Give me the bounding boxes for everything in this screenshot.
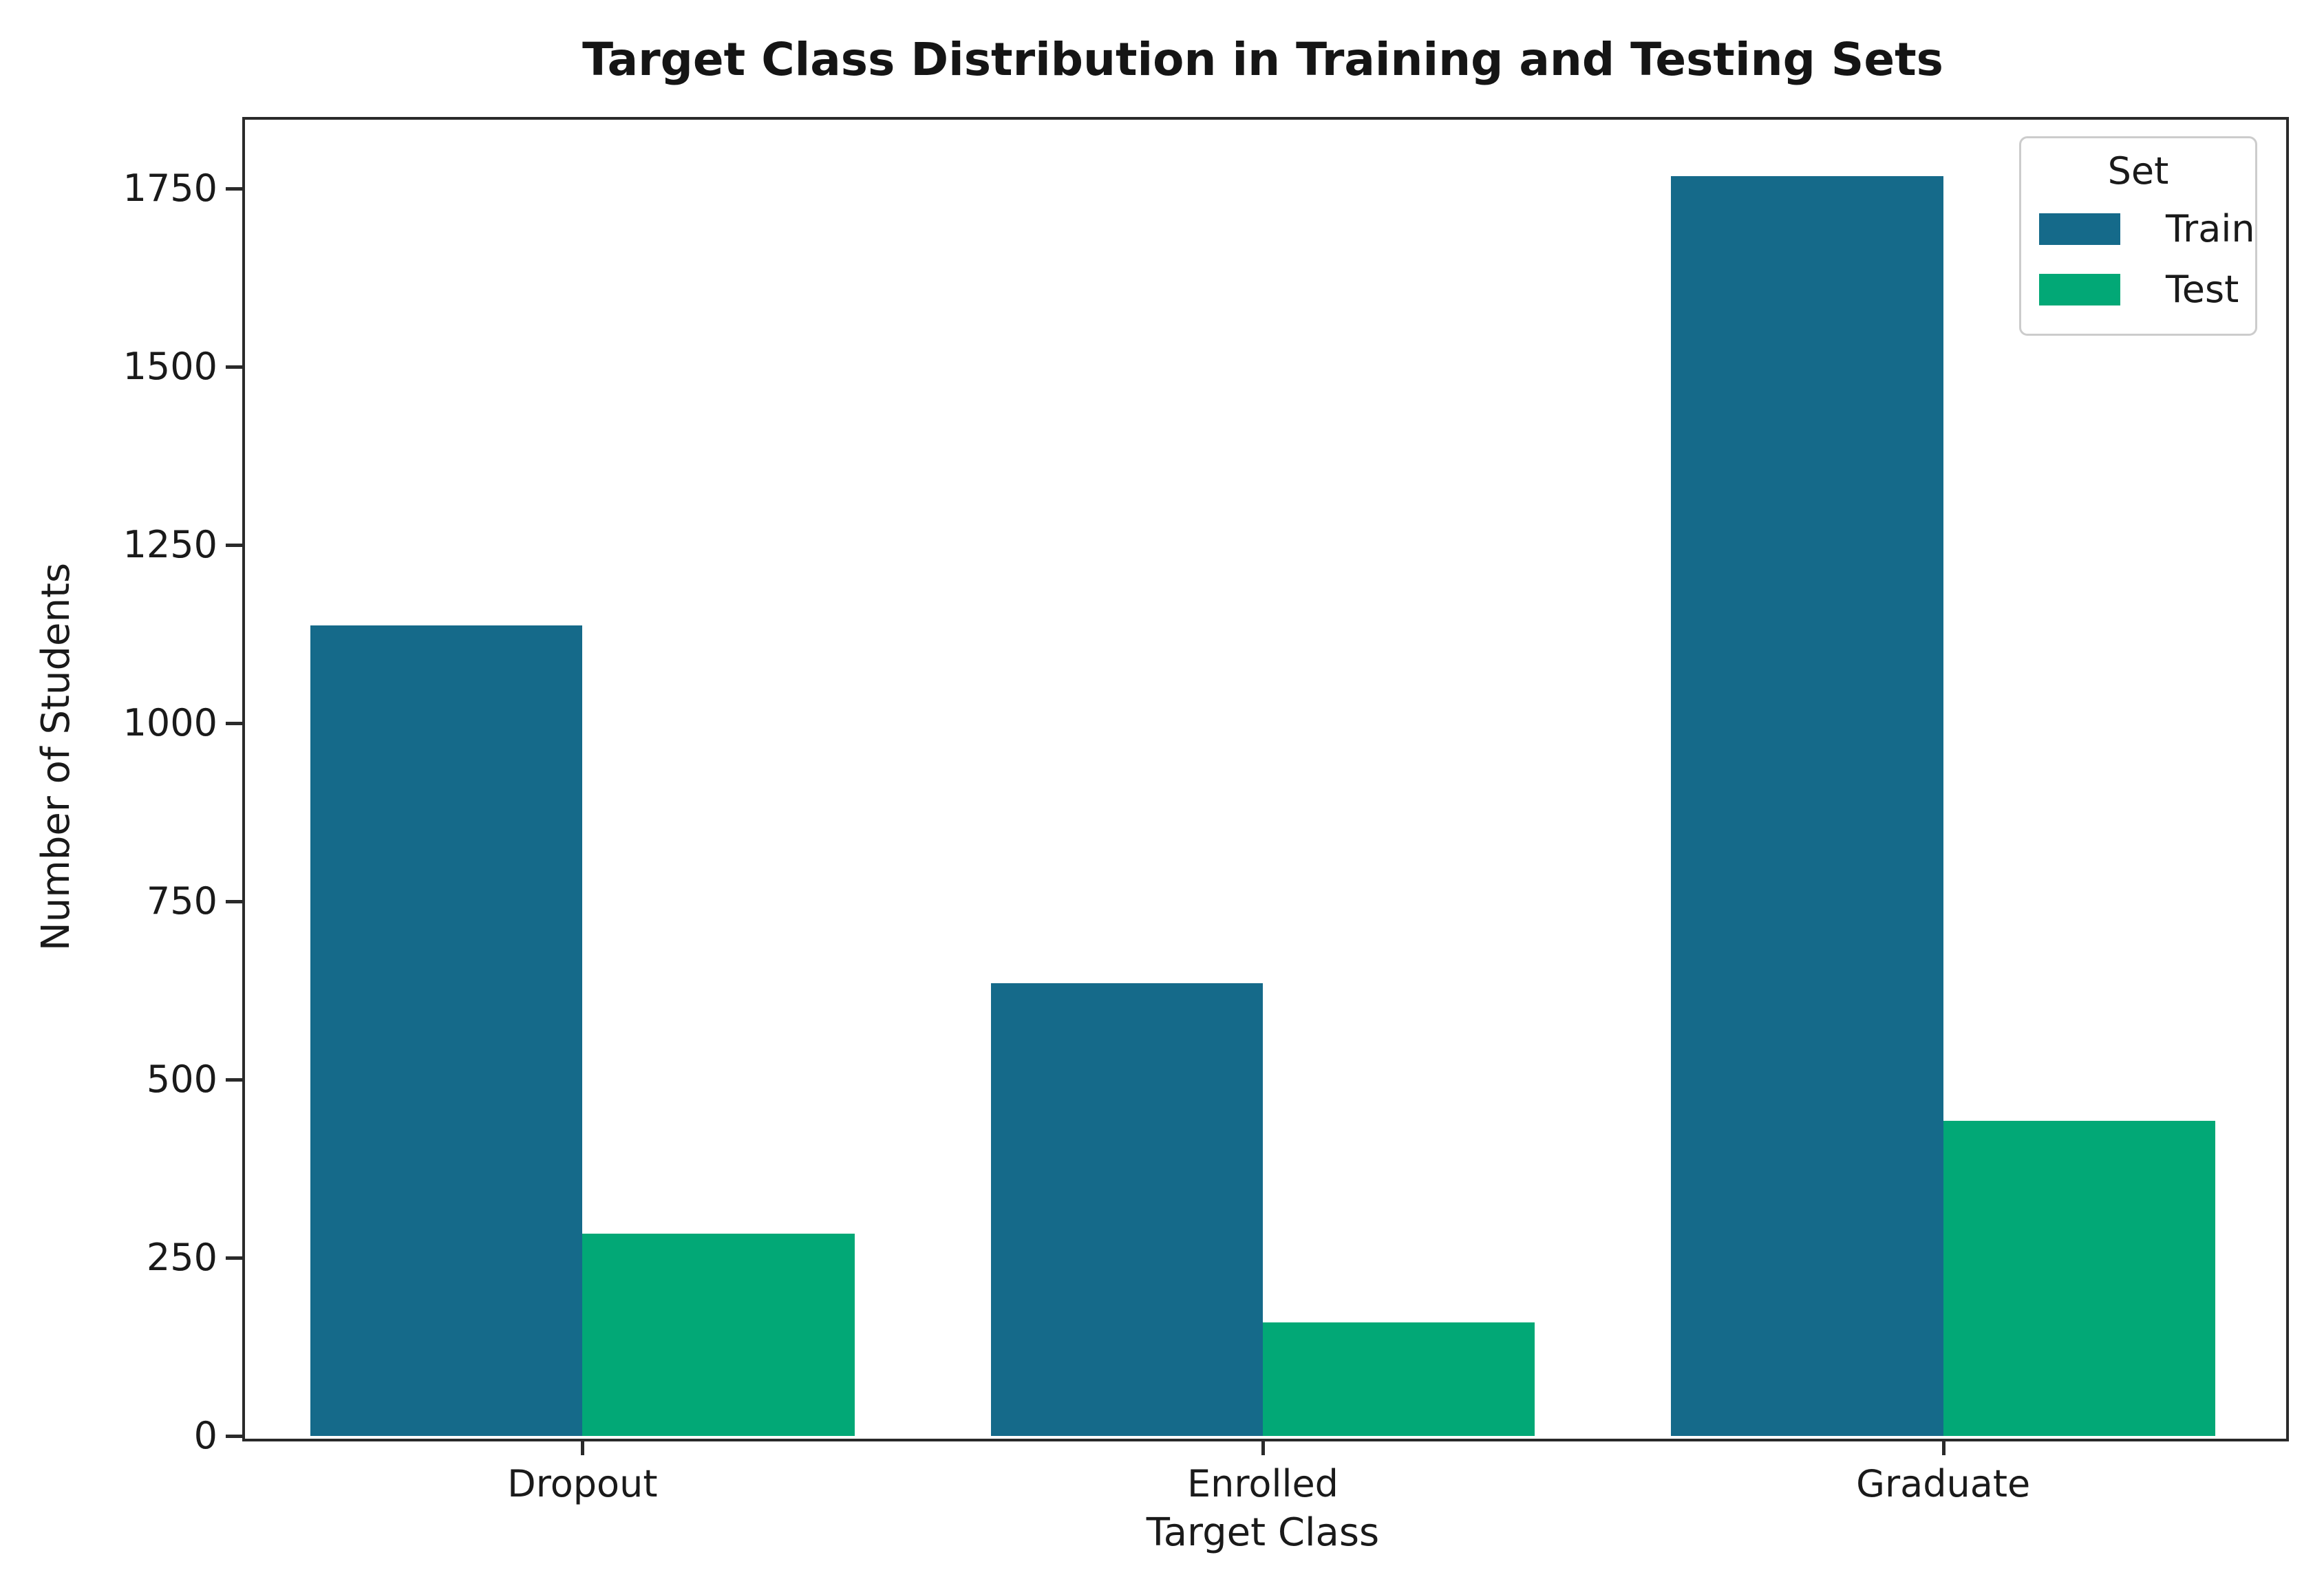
y-tick-mark-750	[226, 899, 242, 903]
y-tick-mark-0	[226, 1435, 242, 1438]
y-tick-mark-500	[226, 1077, 242, 1082]
legend-label-train: Train	[2166, 207, 2255, 250]
legend-swatch-test	[2039, 274, 2120, 305]
x-axis-label: Target Class	[1146, 1510, 1380, 1555]
x-tick-mark-dropout	[581, 1439, 585, 1455]
x-tick-mark-enrolled	[1261, 1439, 1265, 1455]
y-tick-label-750: 750	[146, 879, 217, 923]
bar-test-enrolled	[1263, 1322, 1535, 1436]
y-tick-mark-1250	[226, 543, 242, 547]
legend-row-test: Test	[2021, 269, 2255, 310]
legend-title: Set	[2107, 149, 2169, 193]
x-tick-label-enrolled: Enrolled	[1187, 1462, 1339, 1505]
x-tick-label-graduate: Graduate	[1856, 1462, 2031, 1505]
y-tick-mark-1500	[226, 365, 242, 369]
y-tick-mark-1000	[226, 721, 242, 725]
bar-train-enrolled	[990, 983, 1263, 1436]
bar-train-graduate	[1671, 176, 1943, 1436]
y-tick-label-1250: 1250	[122, 522, 217, 566]
y-tick-label-250: 250	[146, 1235, 217, 1279]
y-tick-label-0: 0	[193, 1414, 217, 1457]
y-tick-label-500: 500	[146, 1057, 217, 1101]
y-tick-label-1000: 1000	[122, 700, 217, 744]
y-tick-mark-1750	[226, 186, 242, 191]
chart-title: Target Class Distribution in Training an…	[582, 33, 1943, 86]
y-tick-mark-250	[226, 1256, 242, 1260]
legend-label-test: Test	[2166, 268, 2239, 311]
y-tick-label-1750: 1750	[122, 166, 217, 210]
bar-test-dropout	[582, 1233, 855, 1436]
legend: Set Train Test	[2019, 136, 2257, 336]
y-tick-label-1500: 1500	[122, 344, 217, 388]
x-tick-mark-graduate	[1941, 1439, 1945, 1455]
bar-test-graduate	[1943, 1120, 2216, 1436]
legend-row-train: Train	[2021, 208, 2255, 250]
legend-rows: Train Test	[2021, 208, 2255, 310]
bar-train-dropout	[310, 625, 583, 1436]
legend-swatch-train	[2039, 213, 2120, 245]
x-tick-label-dropout: Dropout	[507, 1462, 658, 1505]
